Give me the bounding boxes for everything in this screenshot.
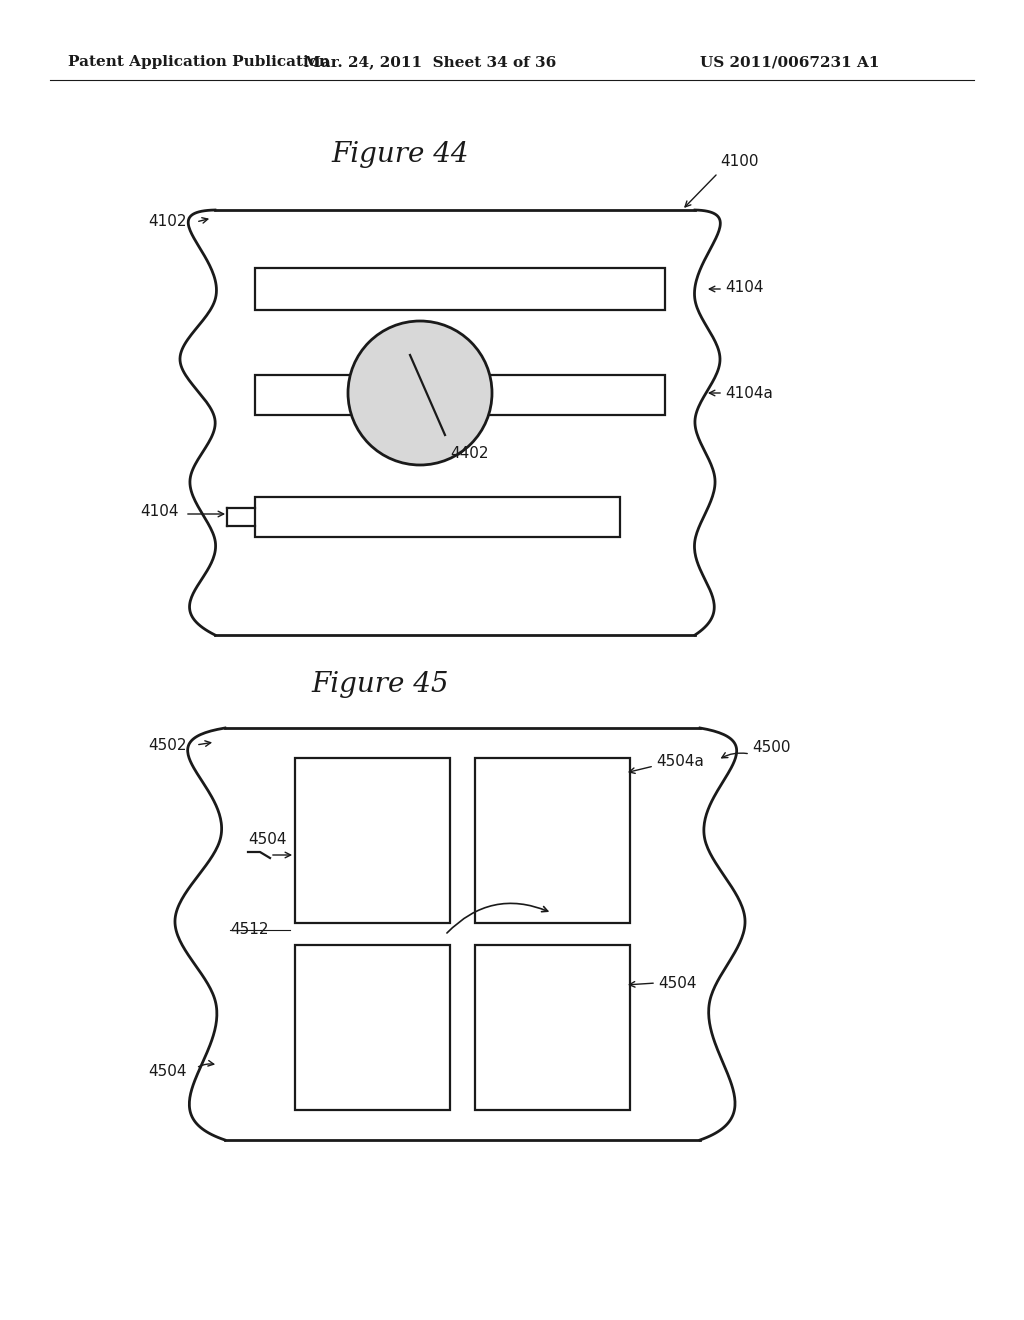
Bar xyxy=(295,945,450,1110)
Text: US 2011/0067231 A1: US 2011/0067231 A1 xyxy=(700,55,880,69)
Text: 4500: 4500 xyxy=(752,741,791,755)
Bar xyxy=(255,268,665,310)
Bar xyxy=(255,498,620,537)
Text: 4502: 4502 xyxy=(148,738,186,752)
Text: 4504: 4504 xyxy=(658,975,696,990)
Text: Mar. 24, 2011  Sheet 34 of 36: Mar. 24, 2011 Sheet 34 of 36 xyxy=(304,55,556,69)
Text: 4504: 4504 xyxy=(148,1064,186,1080)
Text: 4104: 4104 xyxy=(725,280,764,294)
Text: Patent Application Publication: Patent Application Publication xyxy=(68,55,330,69)
Bar xyxy=(475,945,630,1110)
Text: Figure 44: Figure 44 xyxy=(331,141,469,169)
Text: 4504: 4504 xyxy=(248,833,287,847)
Text: Figure 45: Figure 45 xyxy=(311,672,449,698)
Bar xyxy=(295,758,450,923)
Text: 4402: 4402 xyxy=(450,446,488,461)
Text: 4104: 4104 xyxy=(140,504,178,520)
Text: 4100: 4100 xyxy=(720,154,759,169)
Bar xyxy=(255,375,665,414)
Text: 4102: 4102 xyxy=(148,214,186,230)
Ellipse shape xyxy=(348,321,492,465)
Bar xyxy=(475,758,630,923)
Text: 4512: 4512 xyxy=(230,923,268,937)
Text: 4104a: 4104a xyxy=(725,385,773,400)
Text: 4504a: 4504a xyxy=(656,755,703,770)
